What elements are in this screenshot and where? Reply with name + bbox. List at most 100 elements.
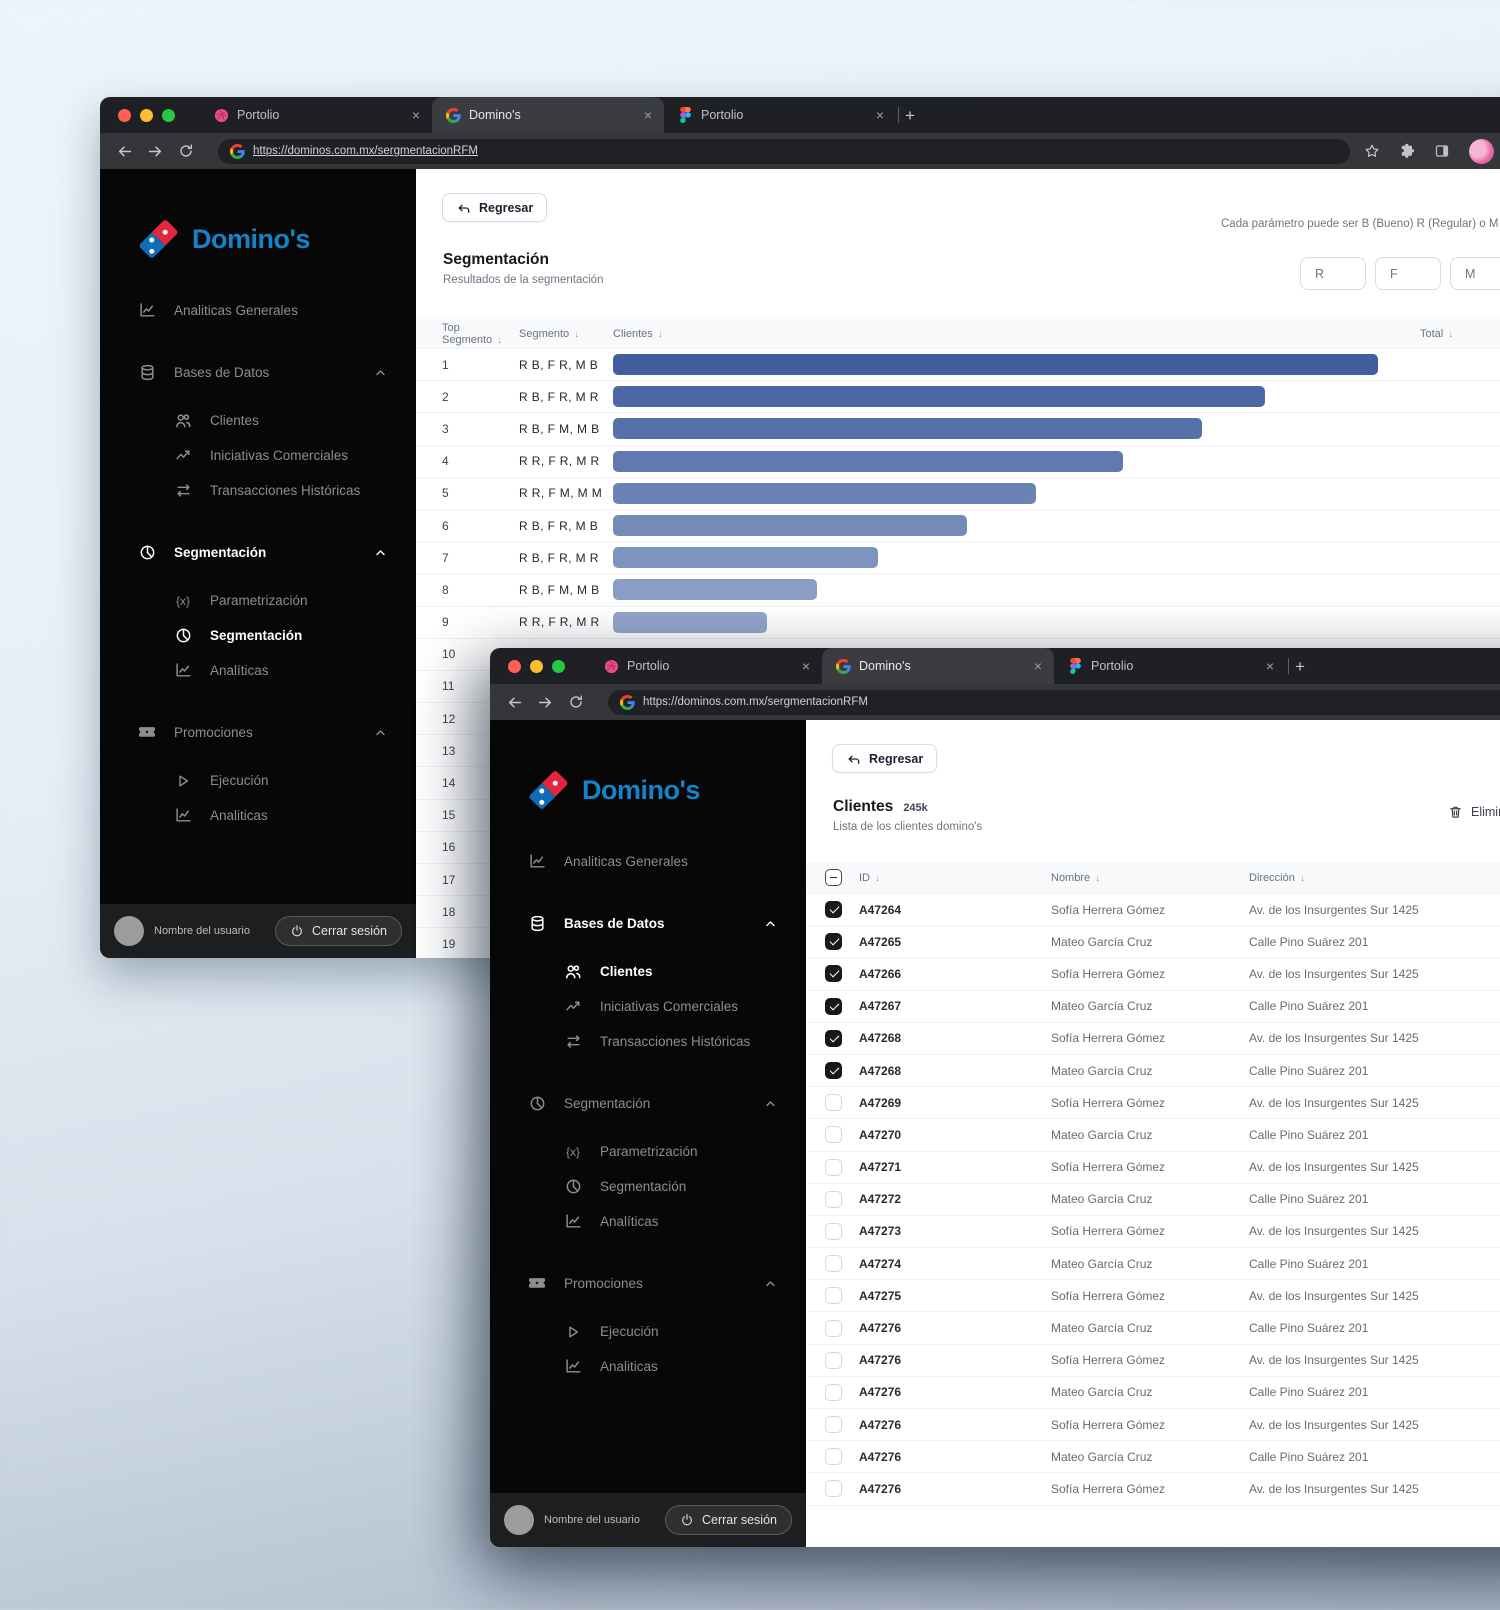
sidebar-item[interactable]: Analiticas	[100, 798, 416, 833]
row-checkbox[interactable]	[825, 1029, 842, 1047]
segment-row[interactable]: 7 R B, F R, M R	[416, 542, 1500, 575]
row-checkbox[interactable]	[825, 1383, 842, 1401]
url-text[interactable]: https://dominos.com.mx/sergmentacionRFM	[253, 145, 478, 157]
sidebar-item[interactable]: Analíticas	[100, 653, 416, 688]
sidebar-item[interactable]: Segmentación	[490, 1169, 806, 1204]
select-all-checkbox[interactable]	[825, 869, 842, 886]
browser-tab[interactable]: Portolio ×	[1054, 648, 1286, 684]
back-nav-icon[interactable]	[116, 143, 133, 160]
browser-tab[interactable]: Portolio ×	[590, 648, 822, 684]
browser-tab[interactable]: Domino's ×	[432, 97, 664, 133]
sidebar-item[interactable]: Analiticas Generales	[490, 844, 806, 879]
zoom-window-button[interactable]	[162, 109, 175, 122]
sidebar-item[interactable]: Clientes	[100, 403, 416, 438]
logout-button[interactable]: Cerrar sesión	[664, 1505, 792, 1535]
browser-tab[interactable]: Portolio ×	[664, 97, 896, 133]
row-checkbox[interactable]	[825, 1351, 842, 1369]
sidebar-item[interactable]: Clientes	[490, 954, 806, 989]
row-checkbox[interactable]	[825, 1222, 842, 1240]
row-checkbox[interactable]	[825, 933, 842, 951]
sidebar-item[interactable]: {x} Parametrización	[100, 583, 416, 618]
tab-close-icon[interactable]: ×	[801, 658, 810, 674]
new-tab-button[interactable]: +	[905, 106, 915, 125]
row-checkbox[interactable]	[825, 1416, 842, 1434]
segment-row[interactable]: 6 R B, F R, M B	[416, 510, 1500, 543]
regresar-button[interactable]: Regresar	[832, 744, 938, 773]
client-row[interactable]: A47276 Mateo García Cruz Calle Pino Suár…	[806, 1377, 1500, 1409]
f-param-input[interactable]	[1375, 257, 1441, 290]
client-row[interactable]: A47276 Sofía Herrera Gómez Av. de los In…	[806, 1345, 1500, 1377]
sidebar-item[interactable]: Ejecución	[490, 1314, 806, 1349]
row-checkbox[interactable]	[825, 1255, 842, 1273]
traffic-lights[interactable]	[508, 660, 565, 673]
row-checkbox[interactable]	[825, 1094, 842, 1112]
traffic-lights[interactable]	[118, 109, 175, 122]
segment-row[interactable]: 8 R B, F M, M B	[416, 574, 1500, 607]
sidebar-item[interactable]: Bases de Datos	[100, 355, 416, 390]
reload-icon[interactable]	[568, 694, 584, 710]
segment-row[interactable]: 2 R B, F R, M R	[416, 381, 1500, 414]
row-checkbox[interactable]	[825, 1319, 842, 1337]
chevron-up-icon[interactable]	[765, 1100, 776, 1108]
client-row[interactable]: A47276 Sofía Herrera Gómez Av. de los In…	[806, 1473, 1500, 1506]
segment-row[interactable]: 5 R R, F M, M M	[416, 478, 1500, 510]
segment-row[interactable]: 1 R B, F R, M B	[416, 349, 1500, 382]
sidebar-item[interactable]: Promociones	[100, 715, 416, 750]
profile-avatar[interactable]	[1469, 138, 1494, 164]
sidebar-item[interactable]: Iniciativas Comerciales	[100, 438, 416, 473]
url-bar[interactable]: https://dominos.com.mx/sergmentacionRFM	[218, 138, 1350, 164]
chevron-up-icon[interactable]	[765, 920, 776, 928]
sidebar-item[interactable]: Transacciones Históricas	[100, 473, 416, 508]
client-row[interactable]: A47275 Sofía Herrera Gómez Av. de los In…	[806, 1280, 1500, 1313]
client-row[interactable]: A47274 Mateo García Cruz Calle Pino Suár…	[806, 1248, 1500, 1281]
client-row[interactable]: A47269 Sofía Herrera Gómez Av. de los In…	[806, 1087, 1500, 1120]
sidebar-item[interactable]: Segmentación	[100, 535, 416, 570]
row-checkbox[interactable]	[825, 1190, 842, 1208]
client-row[interactable]: A47268 Sofía Herrera Gómez Av. de los In…	[806, 1023, 1500, 1055]
sidebar-item[interactable]: Transacciones Históricas	[490, 1024, 806, 1059]
m-param-input[interactable]	[1450, 257, 1500, 290]
tab-close-icon[interactable]: ×	[1265, 658, 1274, 674]
tab-close-icon[interactable]: ×	[1033, 658, 1042, 674]
tab-close-icon[interactable]: ×	[411, 107, 420, 123]
client-row[interactable]: A47265 Mateo García Cruz Calle Pino Suár…	[806, 926, 1500, 959]
forward-nav-icon[interactable]	[147, 143, 164, 160]
client-row[interactable]: A47276 Sofía Herrera Gómez Av. de los In…	[806, 1409, 1500, 1442]
new-tab-button[interactable]: +	[1295, 657, 1305, 676]
row-checkbox[interactable]	[825, 1448, 842, 1466]
extensions-icon[interactable]	[1399, 143, 1415, 159]
bookmark-star-icon[interactable]	[1364, 143, 1380, 159]
logout-button[interactable]: Cerrar sesión	[274, 916, 402, 946]
client-row[interactable]: A47276 Mateo García Cruz Calle Pino Suár…	[806, 1441, 1500, 1474]
client-row[interactable]: A47266 Sofía Herrera Gómez Av. de los In…	[806, 958, 1500, 991]
close-window-button[interactable]	[508, 660, 521, 673]
segment-row[interactable]: 9 R R, F R, M R	[416, 607, 1500, 639]
sidebar-item[interactable]: Analiticas	[490, 1349, 806, 1384]
segment-row[interactable]: 19	[416, 928, 1500, 958]
r-param-input[interactable]	[1300, 257, 1366, 290]
tab-close-icon[interactable]: ×	[875, 107, 884, 123]
chevron-up-icon[interactable]	[375, 369, 386, 377]
sidebar-item[interactable]: Iniciativas Comerciales	[490, 989, 806, 1024]
reload-icon[interactable]	[178, 143, 194, 159]
row-checkbox[interactable]	[825, 1126, 842, 1144]
browser-tab[interactable]: Portolio ×	[200, 97, 432, 133]
regresar-button[interactable]: Regresar	[442, 193, 548, 222]
sidebar-item[interactable]: Segmentación	[100, 618, 416, 653]
row-checkbox[interactable]	[825, 901, 842, 919]
browser-tab[interactable]: Domino's ×	[822, 648, 1054, 684]
segment-row[interactable]: 4 R R, F R, M R	[416, 446, 1500, 478]
eliminar-button[interactable]: Eliminar	[1448, 804, 1500, 820]
client-row[interactable]: A47264 Sofía Herrera Gómez Av. de los In…	[806, 894, 1500, 927]
row-checkbox[interactable]	[825, 1062, 842, 1080]
zoom-window-button[interactable]	[552, 660, 565, 673]
client-row[interactable]: A47268 Mateo García Cruz Calle Pino Suár…	[806, 1055, 1500, 1088]
chevron-up-icon[interactable]	[375, 729, 386, 737]
row-checkbox[interactable]	[825, 1287, 842, 1305]
sidebar-item[interactable]: Analíticas	[490, 1204, 806, 1239]
tab-close-icon[interactable]: ×	[643, 107, 652, 123]
chevron-up-icon[interactable]	[375, 549, 386, 557]
sidebar-item[interactable]: Ejecución	[100, 763, 416, 798]
segment-row[interactable]: 3 R B, F M, M B	[416, 413, 1500, 446]
client-row[interactable]: A47267 Mateo García Cruz Calle Pino Suár…	[806, 991, 1500, 1023]
